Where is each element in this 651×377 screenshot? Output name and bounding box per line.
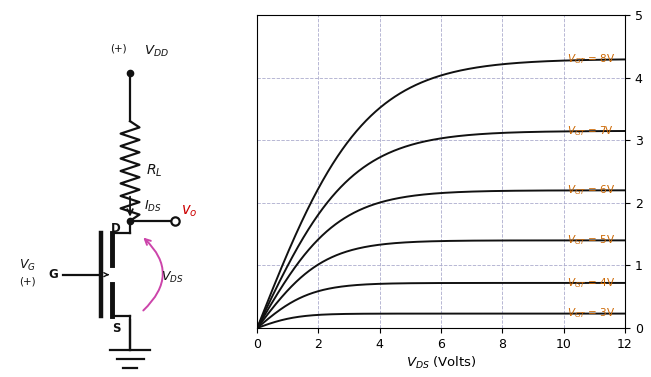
Text: $V_{GT}$ = 3V: $V_{GT}$ = 3V <box>567 307 615 320</box>
Text: $V_{GT}$ = 7V: $V_{GT}$ = 7V <box>567 124 613 138</box>
Text: $\boldsymbol{V_{DS}}$: $\boldsymbol{V_{DS}}$ <box>161 270 184 285</box>
Text: $\boldsymbol{V_{DD}}$: $\boldsymbol{V_{DD}}$ <box>143 44 169 59</box>
Text: S: S <box>113 322 121 335</box>
Text: $V_{GT}$ = 8V: $V_{GT}$ = 8V <box>567 52 615 66</box>
Text: $V_{GT}$ = 4V: $V_{GT}$ = 4V <box>567 276 615 290</box>
Text: G: G <box>48 268 58 281</box>
Text: $I_{DS}$: $I_{DS}$ <box>143 198 161 213</box>
Text: $\boldsymbol{v_o}$: $\boldsymbol{v_o}$ <box>180 204 197 219</box>
Y-axis label: $I_{DS}$ (A): $I_{DS}$ (A) <box>647 151 651 192</box>
Text: $\boldsymbol{V_G}$: $\boldsymbol{V_G}$ <box>19 258 36 273</box>
X-axis label: $V_{DS}$ (Volts): $V_{DS}$ (Volts) <box>406 355 477 371</box>
Text: $R_L$: $R_L$ <box>146 163 162 179</box>
Text: $V_{GT}$ = 6V: $V_{GT}$ = 6V <box>567 183 615 197</box>
Text: (+): (+) <box>111 44 127 54</box>
Text: D: D <box>111 222 121 235</box>
Text: $V_{GT}$ = 5V: $V_{GT}$ = 5V <box>567 233 615 247</box>
Text: (+): (+) <box>19 276 36 287</box>
